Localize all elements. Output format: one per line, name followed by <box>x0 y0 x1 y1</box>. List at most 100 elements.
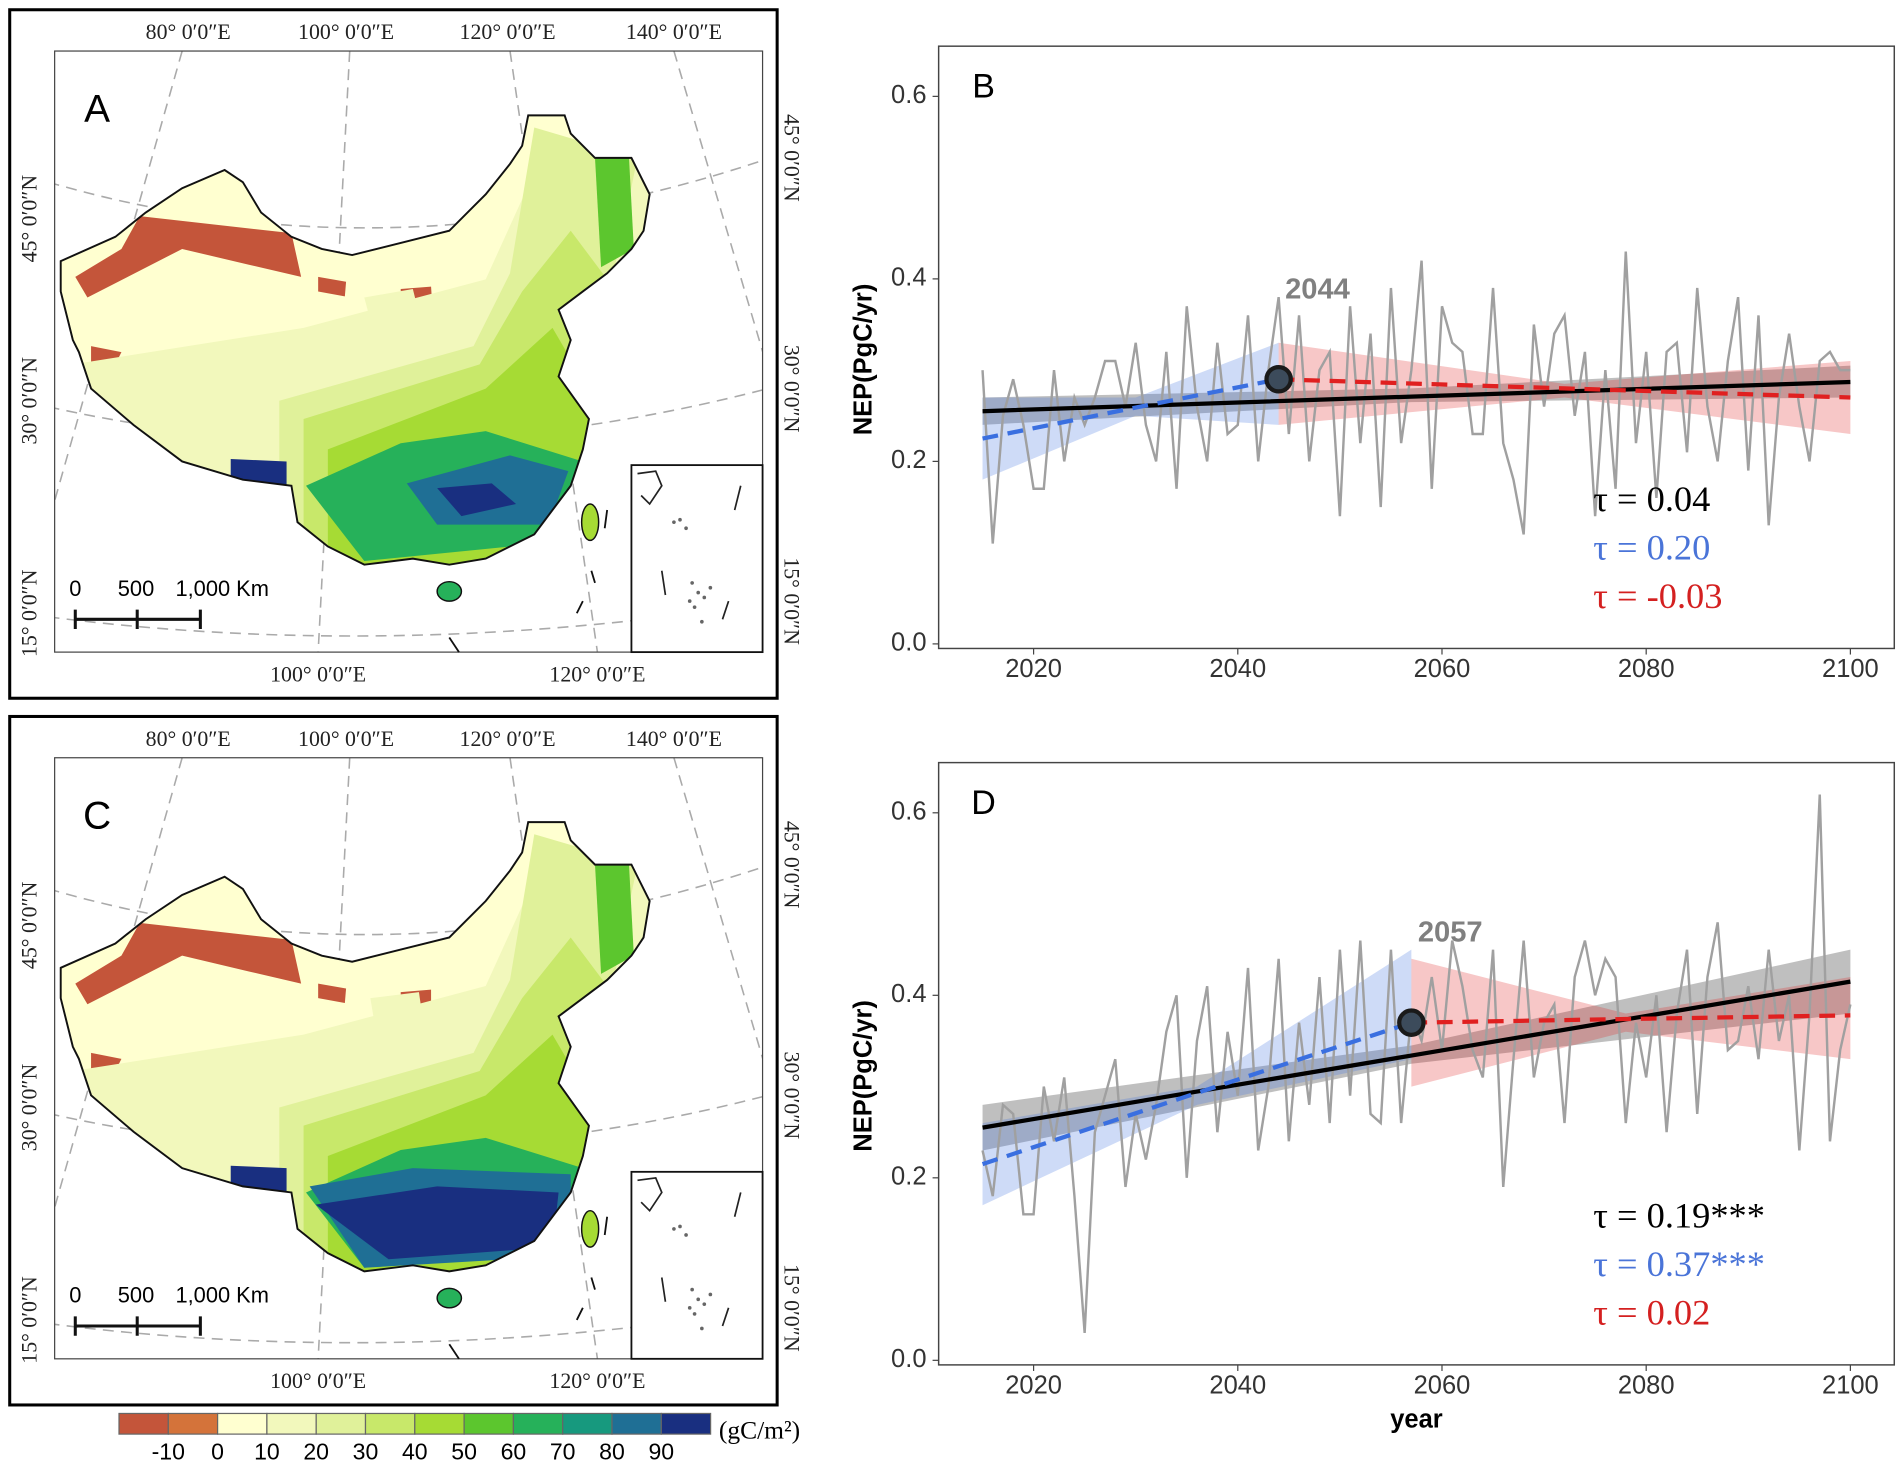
breakpoint-label: 2044 <box>1285 273 1351 305</box>
inset-island <box>708 585 713 590</box>
inset-island <box>678 1224 682 1229</box>
lat-label: 15° 0′0″N <box>779 557 803 645</box>
taiwan <box>580 503 600 542</box>
lon-label: 100° 0′0″E <box>298 727 394 751</box>
breakpoint <box>1264 364 1293 394</box>
map-panel: 0 500 1,000 Km C 80° 0′0″E 100° 0′0″E 120° 0′0… <box>8 714 803 1407</box>
map-region <box>75 922 302 1005</box>
lat-label: 45° 0′0″N <box>779 821 803 909</box>
map-region <box>595 864 634 974</box>
coast-lines <box>448 509 609 653</box>
colorbar-label: 50 <box>451 1439 477 1465</box>
trend-line <box>1411 1013 1851 1025</box>
inset-island <box>692 1312 697 1316</box>
panel-label: B <box>972 68 995 106</box>
graticule <box>54 389 763 443</box>
colorbar-swatch <box>364 1412 416 1435</box>
colorbar-label: -10 <box>152 1439 185 1465</box>
hainan <box>436 1287 463 1309</box>
hainan <box>436 580 463 602</box>
x-tick-label: 2100 <box>1822 655 1879 683</box>
inset-coast <box>637 1176 742 1327</box>
inset-island <box>696 590 701 595</box>
colorbar-swatch <box>660 1412 712 1435</box>
colorbar-swatch <box>611 1412 662 1435</box>
y-axis-label: NEP(PgC/yr) <box>849 284 877 436</box>
graticule <box>54 159 763 229</box>
inset-frame <box>630 464 764 654</box>
breakpoint-label: 2057 <box>1418 917 1483 949</box>
panel-label: A <box>84 88 110 131</box>
confidence-band <box>982 949 1412 1206</box>
scale-label: 1,000 Km <box>175 1283 268 1308</box>
confidence-band <box>982 342 1279 480</box>
x-tick-label: 2040 <box>1209 655 1266 683</box>
inset-island <box>696 1297 701 1302</box>
breakpoint <box>1397 1008 1426 1037</box>
inset-island <box>678 517 682 522</box>
scale-label: 500 <box>118 576 154 601</box>
coast-lines <box>448 1216 609 1360</box>
panel-label: C <box>83 795 111 838</box>
y-tick-label: 0.6 <box>891 798 926 826</box>
confidence-band <box>982 949 1851 1151</box>
lon-label: 80° 0′0″E <box>146 20 231 44</box>
tau-label: τ = 0.37*** <box>1593 1244 1765 1284</box>
y-tick-label: 0.0 <box>891 1345 926 1373</box>
trend-line <box>982 377 1280 441</box>
confidence-band <box>1411 958 1851 1087</box>
lon-label: 100° 0′0″E <box>270 662 366 686</box>
colorbar-swatch <box>167 1412 219 1435</box>
scale-label: 0 <box>69 1283 81 1308</box>
tau-label: τ = -0.03 <box>1593 576 1722 616</box>
inset-island <box>690 581 694 585</box>
lat-label: 45° 0′0″N <box>18 881 42 969</box>
map-region <box>315 1186 559 1260</box>
inset-island <box>684 1233 688 1237</box>
x-tick-label: 2060 <box>1414 655 1471 683</box>
colorbar-swatch <box>562 1412 613 1435</box>
inset-island <box>687 599 692 603</box>
lat-label: 15° 0′0″N <box>18 1276 42 1364</box>
map-region <box>370 992 425 1035</box>
x-tick-label: 2020 <box>1005 655 1062 683</box>
colorbar-swatch <box>216 1412 268 1435</box>
scale-label: 1,000 Km <box>175 576 268 601</box>
x-tick-label: 2020 <box>1005 1371 1062 1399</box>
colorbar-swatch <box>266 1412 317 1435</box>
lon-label: 140° 0′0″E <box>626 727 722 751</box>
scale-bar <box>73 609 202 630</box>
lat-label: 45° 0′0″N <box>779 114 803 202</box>
colorbar-label: 40 <box>402 1439 428 1465</box>
map-region <box>364 289 423 334</box>
colorbar-swatch <box>118 1412 169 1435</box>
lon-label: 100° 0′0″E <box>298 20 394 44</box>
y-tick-label: 0.2 <box>891 1163 926 1191</box>
x-tick-label: 2080 <box>1618 655 1675 683</box>
map-inner-frame <box>54 50 764 653</box>
colorbar-swatch <box>463 1412 515 1435</box>
graticule <box>54 1095 763 1150</box>
lon-label: 120° 0′0″E <box>549 662 645 686</box>
tau-label: τ = 0.20 <box>1593 528 1710 568</box>
colorbar-label: 70 <box>550 1439 576 1465</box>
y-tick-label: 0.0 <box>891 629 926 657</box>
inset-coast <box>637 470 742 620</box>
colorbar-label: 20 <box>303 1439 329 1465</box>
lat-label: 45° 0′0″N <box>18 175 42 263</box>
inset-island <box>708 1292 713 1297</box>
lon-label: 120° 0′0″E <box>460 727 556 751</box>
inset-island <box>692 605 697 609</box>
map-region <box>437 483 517 517</box>
x-axis-label: year <box>1390 1405 1443 1433</box>
graticule <box>54 866 763 936</box>
lat-label: 30° 0′0″N <box>18 357 42 445</box>
map-region <box>318 983 347 1004</box>
colorbar-swatch <box>414 1412 465 1435</box>
lat-label: 30° 0′0″N <box>779 345 803 433</box>
inset-island <box>690 1287 694 1292</box>
trend-line <box>982 379 1851 414</box>
colorbar-label: 30 <box>353 1439 379 1465</box>
x-tick-label: 2040 <box>1209 1371 1266 1399</box>
y-tick-label: 0.4 <box>891 980 926 1008</box>
